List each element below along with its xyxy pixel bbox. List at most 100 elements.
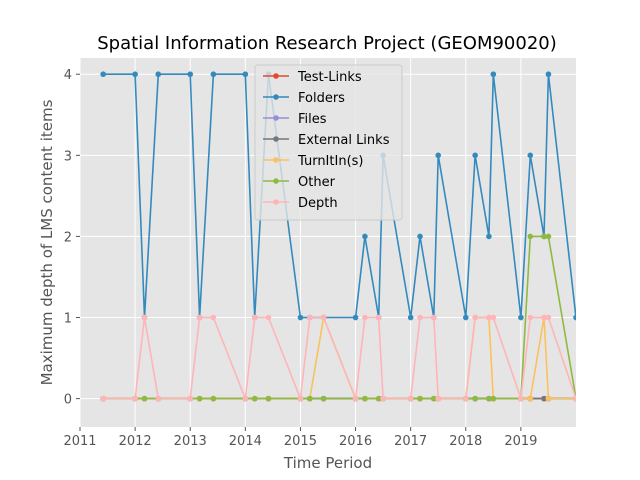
data-point: [486, 233, 492, 240]
x-tick-label: 2014: [229, 434, 262, 449]
data-point: [573, 395, 576, 402]
data-point: [435, 152, 442, 159]
data-point: [490, 71, 497, 78]
data-point: [518, 395, 524, 402]
legend: Test-Links Folders Files External Links Turn…: [254, 64, 403, 221]
chart-title: Spatial Information Research Project (GE…: [97, 33, 557, 54]
y-tick-label: 0: [64, 393, 72, 408]
data-point: [472, 395, 478, 402]
data-point: [297, 314, 304, 321]
legend-item: TurnItIn(s): [263, 154, 363, 169]
y-tick-label: 3: [64, 149, 72, 164]
data-point: [251, 395, 258, 402]
data-point: [417, 233, 423, 240]
data-point: [362, 233, 368, 240]
data-point: [265, 395, 272, 402]
data-point: [407, 395, 414, 402]
data-point: [307, 314, 313, 321]
data-point: [210, 71, 217, 78]
legend-item: Files: [263, 112, 327, 127]
data-point: [187, 395, 194, 402]
data-point: [320, 395, 327, 402]
data-point: [545, 233, 552, 240]
x-tick-label: 2016: [339, 434, 372, 449]
data-point: [307, 395, 313, 402]
legend-label: TurnItIn(s): [297, 154, 363, 169]
data-point: [100, 395, 106, 402]
data-point: [490, 314, 497, 321]
legend-label: Other: [298, 175, 336, 190]
data-point: [187, 71, 194, 78]
data-point: [541, 395, 547, 402]
series-depth: [100, 314, 576, 402]
data-point: [362, 314, 368, 321]
data-point: [545, 314, 552, 321]
data-point: [431, 395, 437, 402]
y-tick-label: 2: [64, 230, 72, 245]
data-point: [251, 314, 258, 321]
legend-label: External Links: [298, 133, 390, 148]
data-point: [242, 71, 249, 78]
legend-label: Folders: [298, 91, 345, 106]
data-point: [352, 395, 359, 402]
data-point: [375, 314, 382, 321]
legend-swatch-marker: [273, 136, 279, 142]
legend-swatch-marker: [273, 157, 279, 163]
data-point: [545, 71, 552, 78]
data-point: [417, 395, 423, 402]
data-point: [362, 395, 368, 402]
y-axis-label: Maximum depth of LMS content items: [38, 99, 56, 385]
data-point: [265, 314, 272, 321]
data-point: [417, 314, 423, 321]
x-axis-ticks: 2011 2012 2013 2014 2015 2016 2017 2018 2019: [63, 427, 537, 449]
data-point: [527, 233, 534, 240]
legend-item: Folders: [263, 91, 345, 106]
x-tick-label: 2018: [449, 434, 482, 449]
data-point: [486, 314, 492, 321]
legend-item: External Links: [263, 133, 390, 148]
data-point: [541, 233, 547, 240]
legend-swatch-marker: [273, 178, 279, 184]
data-point: [210, 314, 217, 321]
data-point: [472, 314, 478, 321]
legend-swatch-marker: [273, 115, 279, 121]
x-tick-label: 2013: [174, 434, 207, 449]
series-line: [103, 316, 576, 400]
x-tick-label: 2011: [63, 434, 96, 449]
data-point: [462, 314, 469, 321]
x-tick-label: 2015: [284, 434, 317, 449]
legend-box: [254, 64, 403, 221]
data-point: [431, 314, 437, 321]
data-point: [132, 395, 138, 402]
x-axis-label: Time Period: [283, 454, 372, 472]
data-point: [375, 395, 382, 402]
data-point: [462, 395, 469, 402]
legend-label: Test-Links: [297, 70, 362, 85]
data-point: [210, 395, 217, 402]
legend-swatch-marker: [273, 73, 279, 79]
data-point: [141, 314, 148, 321]
legend-item: Depth: [263, 196, 338, 211]
data-point: [518, 314, 524, 321]
data-point: [486, 395, 492, 402]
data-point: [527, 152, 534, 159]
data-point: [196, 314, 203, 321]
data-point: [380, 395, 386, 402]
data-point: [155, 395, 162, 402]
data-point: [100, 71, 106, 78]
x-tick-label: 2017: [394, 434, 427, 449]
data-point: [297, 395, 304, 402]
y-axis-ticks: 0 1 2 3 4: [64, 68, 80, 408]
data-point: [155, 71, 162, 78]
series-layer: [100, 71, 576, 402]
legend-label: Files: [298, 112, 327, 127]
y-tick-label: 1: [64, 312, 72, 327]
data-point: [527, 314, 534, 321]
legend-swatch-marker: [273, 94, 279, 100]
data-point: [141, 395, 148, 402]
data-point: [527, 395, 534, 402]
y-tick-label: 4: [64, 68, 72, 83]
data-point: [196, 395, 203, 402]
data-point: [541, 314, 547, 321]
